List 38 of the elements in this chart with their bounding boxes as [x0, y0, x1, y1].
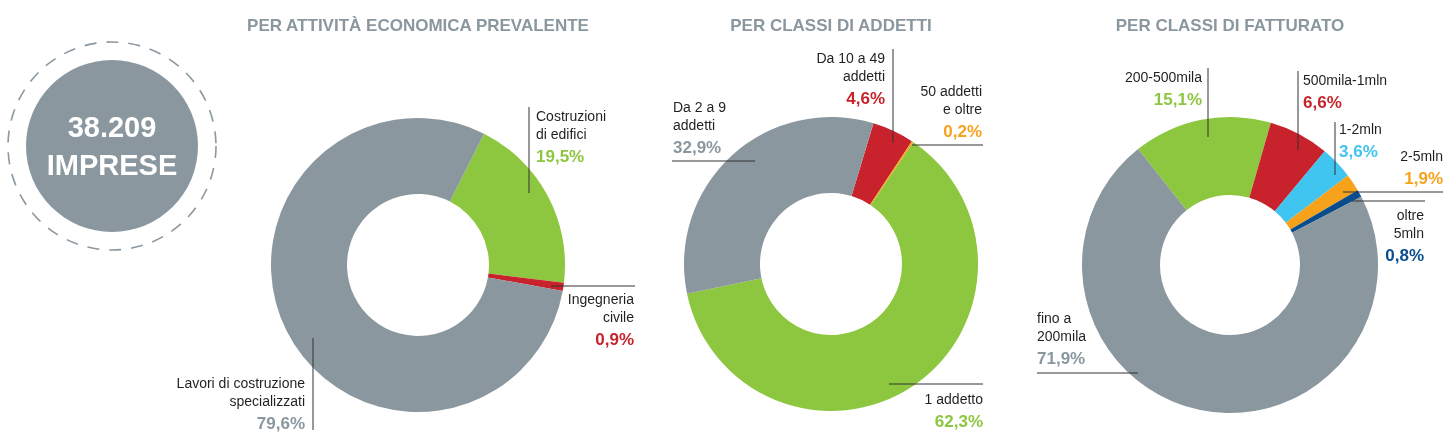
- slice-label: Lavori di costruzione specializzati: [176, 375, 306, 409]
- donut-slice: [851, 123, 912, 205]
- chart-title: PER CLASSI DI FATTURATO: [1115, 16, 1345, 35]
- data-label: 3,6%: [1339, 142, 1378, 161]
- donut-slice: [1290, 190, 1362, 233]
- slice-label: 500mila-1mln: [1303, 72, 1388, 88]
- slice-label: fino a 200mila: [1037, 310, 1087, 344]
- slice-label: Costruzioni di edifici: [536, 108, 607, 142]
- data-label: 1,9%: [1404, 169, 1443, 188]
- data-label: 0,8%: [1385, 246, 1424, 265]
- data-label: 0,2%: [943, 122, 982, 141]
- data-label: 15,1%: [1153, 90, 1202, 109]
- donut-slice: [1285, 175, 1358, 230]
- chart-title: PER ATTIVITÀ ECONOMICA PREVALENTE: [247, 16, 589, 35]
- slice-label: 1-2mln: [1339, 121, 1382, 137]
- donut-slice: [1138, 117, 1271, 211]
- slice-label: Da 10 a 49 addetti: [816, 50, 886, 84]
- data-label: 71,9%: [1037, 349, 1086, 368]
- data-label: 19,5%: [536, 147, 585, 166]
- slice-label: 2-5mln: [1400, 148, 1443, 164]
- text: 38.209: [67, 111, 157, 143]
- data-label: 79,6%: [256, 414, 305, 433]
- slice-label: oltre 5mln: [1393, 207, 1425, 241]
- data-label: 32,9%: [673, 138, 722, 157]
- chart-title: PER CLASSI DI ADDETTI: [730, 16, 932, 35]
- slice-label: Da 2 a 9 addetti: [673, 99, 727, 133]
- data-label: 6,6%: [1303, 93, 1342, 112]
- donut-slice: [487, 273, 564, 291]
- slice-label: 200-500mila: [1124, 69, 1203, 85]
- slice-label: 50 addetti e oltre: [920, 83, 983, 117]
- data-label: 0,9%: [595, 330, 634, 349]
- slice-label: 1 addetto: [924, 391, 984, 407]
- donut-slice: [870, 141, 914, 206]
- donut-slice: [1249, 122, 1325, 212]
- text: IMPRESE: [46, 149, 178, 181]
- slice-label: Ingegneria civile: [567, 291, 635, 325]
- data-label: 62,3%: [934, 412, 983, 431]
- data-label: 4,6%: [846, 89, 885, 108]
